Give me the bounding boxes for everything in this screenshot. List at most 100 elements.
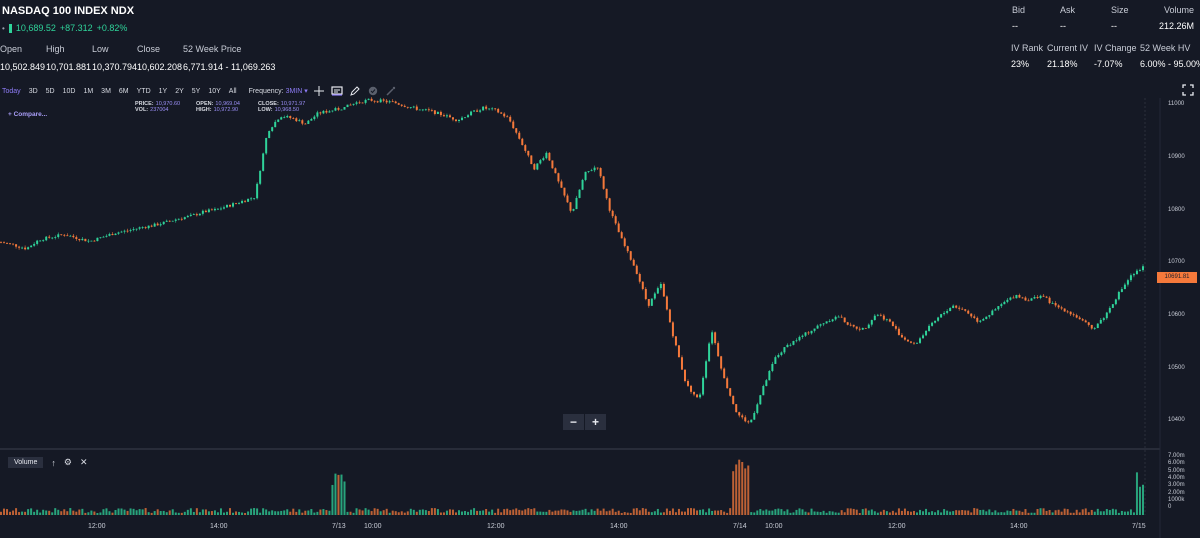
x-tick-label: 7/13 <box>332 523 346 530</box>
y-tick-label: 10500 <box>1168 364 1185 371</box>
ohlc-value: 237004 <box>150 107 169 113</box>
frequency-select[interactable]: Frequency: 3MIN ▾ <box>249 87 308 95</box>
y-tick-label: 11000 <box>1168 101 1185 108</box>
iv-rank: IV Rank 23% <box>1011 43 1047 69</box>
x-tick-label: 7/15 <box>1132 523 1146 530</box>
crosshair-icon[interactable] <box>312 84 326 98</box>
volume-tick-label: 7.00m <box>1168 453 1185 459</box>
stat-open: Open 10,502.849 <box>0 44 45 72</box>
stat-52wk: 52 Week Price 6,771.914 - 11,069.263 <box>183 44 275 72</box>
iv-value: 6.00% - 95.00% <box>1140 59 1200 69</box>
gear-icon[interactable]: ⚙ <box>63 457 72 467</box>
quote-ask: Ask -- <box>1060 5 1084 31</box>
x-tick-label: 14:00 <box>210 523 228 530</box>
status-dot-icon: • <box>2 23 5 33</box>
x-tick-label: 14:00 <box>1010 523 1028 530</box>
quote-label: Volume <box>1163 5 1194 15</box>
volume-panel-header: Volume ↑ ⚙ ✕ <box>8 457 87 468</box>
iv-label: Current IV <box>1047 43 1089 53</box>
y-tick-label: 10900 <box>1168 153 1185 160</box>
stat-low: Low 10,370.794 <box>92 44 137 72</box>
compare-button[interactable]: + Compare... <box>8 111 48 118</box>
iv-value: 21.18% <box>1047 59 1078 69</box>
pencil-icon[interactable] <box>348 84 362 98</box>
range-1y[interactable]: 1Y <box>158 87 168 95</box>
last-price-tag: 10691.81 <box>1157 272 1197 283</box>
y-tick-label: 10800 <box>1168 206 1185 213</box>
volume-tick-label: 0 <box>1168 504 1172 511</box>
y-tick-label: 10400 <box>1168 417 1185 424</box>
x-tick-label: 10:00 <box>364 523 382 530</box>
range-5d[interactable]: 5D <box>45 87 55 95</box>
frequency-label: Frequency: <box>248 88 284 95</box>
range-today[interactable]: Today <box>2 87 21 95</box>
volume-tick-label: 3.00m <box>1168 482 1185 489</box>
stat-label: Low <box>92 44 109 54</box>
iv-52wk-hv: 52 Week HV 6.00% - 95.00% <box>1140 43 1200 69</box>
stat-value: 10,502.849 <box>0 62 46 72</box>
up-bar-icon <box>8 23 12 33</box>
price-line: • 10,689.52 +87.312 +0.82% <box>2 23 127 33</box>
iv-label: IV Change <box>1094 43 1137 53</box>
symbol-title: NASDAQ 100 INDEX NDX <box>2 5 135 17</box>
quote-label: Ask <box>1060 5 1076 15</box>
volume-tick-label: 1000k <box>1168 496 1185 503</box>
zoom-in-button[interactable]: + <box>585 414 606 430</box>
x-tick-label: 12:00 <box>888 523 906 530</box>
quote-bid: Bid -- <box>1012 5 1036 31</box>
frequency-value: 3MIN <box>285 88 303 95</box>
fullscreen-icon[interactable] <box>1182 84 1194 96</box>
stat-value: 6,771.914 - 11,069.263 <box>183 62 276 72</box>
ohlc-value: 10,971.97 <box>280 101 306 107</box>
ohlc-value: 10,969.04 <box>215 101 240 107</box>
iv-value: 23% <box>1011 59 1030 69</box>
range-1m[interactable]: 1M <box>83 87 94 95</box>
volume-tick-label: 2.00m <box>1168 489 1185 496</box>
iv-label: 52 Week HV <box>1140 43 1191 53</box>
stat-value: 10,370.794 <box>92 62 138 72</box>
check-circle-icon[interactable] <box>366 84 380 98</box>
magic-wand-icon[interactable] <box>384 84 398 98</box>
ohlc-key: PRICE: <box>135 101 154 107</box>
volume-tick-label: 5.00m <box>1168 467 1185 474</box>
ohlc-open-high: OPEN: 10,969.04 HIGH: 10,972.90 <box>196 101 240 113</box>
quote-value: -- <box>1060 21 1066 31</box>
range-all[interactable]: All <box>228 87 237 95</box>
zoom-out-button[interactable]: − <box>563 414 584 430</box>
chart-toolbar: Today 3D 5D 10D 1M 3M 6M YTD 1Y 2Y 5Y 10… <box>0 84 1200 98</box>
stat-label: Close <box>137 44 161 54</box>
price-change-pct: +0.82% <box>96 23 128 33</box>
chart-area: + Compare... PRICE: 10,970.60 VOL: 237004 … <box>0 98 1200 538</box>
quote-value: -- <box>1012 21 1018 31</box>
close-icon[interactable]: ✕ <box>79 457 88 467</box>
ohlc-key: VOL: <box>135 107 149 113</box>
volume-label: Volume <box>8 457 44 468</box>
range-ytd[interactable]: YTD <box>136 87 151 95</box>
y-tick-label: 10600 <box>1168 312 1185 319</box>
range-10d[interactable]: 10D <box>62 87 76 95</box>
stat-close: Close 10,602.208 <box>137 44 182 72</box>
quote-header: NASDAQ 100 INDEX NDX • 10,689.52 +87.312… <box>0 0 1200 84</box>
ohlc-value: 10,972.90 <box>213 107 239 113</box>
ohlc-key: OPEN: <box>196 101 214 107</box>
range-3d[interactable]: 3D <box>28 87 38 95</box>
volume-tick-label: 6.00m <box>1168 460 1185 467</box>
ohlc-value: 10,968.50 <box>274 107 300 113</box>
quote-label: Bid <box>1012 5 1026 15</box>
stat-label: 52 Week Price <box>183 44 242 54</box>
range-5y[interactable]: 5Y <box>191 87 201 95</box>
iv-value: -7.07% <box>1094 59 1123 69</box>
stat-label: High <box>46 44 65 54</box>
y-tick-label: 10700 <box>1168 259 1185 266</box>
x-tick-label: 12:00 <box>487 523 505 530</box>
iv-change: IV Change -7.07% <box>1094 43 1138 69</box>
range-10y[interactable]: 10Y <box>208 87 221 95</box>
iv-current: Current IV 21.18% <box>1047 43 1091 69</box>
quote-value: -- <box>1111 21 1117 31</box>
range-6m[interactable]: 6M <box>118 87 129 95</box>
range-3m[interactable]: 3M <box>101 87 111 95</box>
range-2y[interactable]: 2Y <box>175 87 184 95</box>
stat-value: 10,701.881 <box>46 62 92 72</box>
studies-icon[interactable] <box>330 84 344 98</box>
arrow-up-icon[interactable]: ↑ <box>51 457 56 468</box>
